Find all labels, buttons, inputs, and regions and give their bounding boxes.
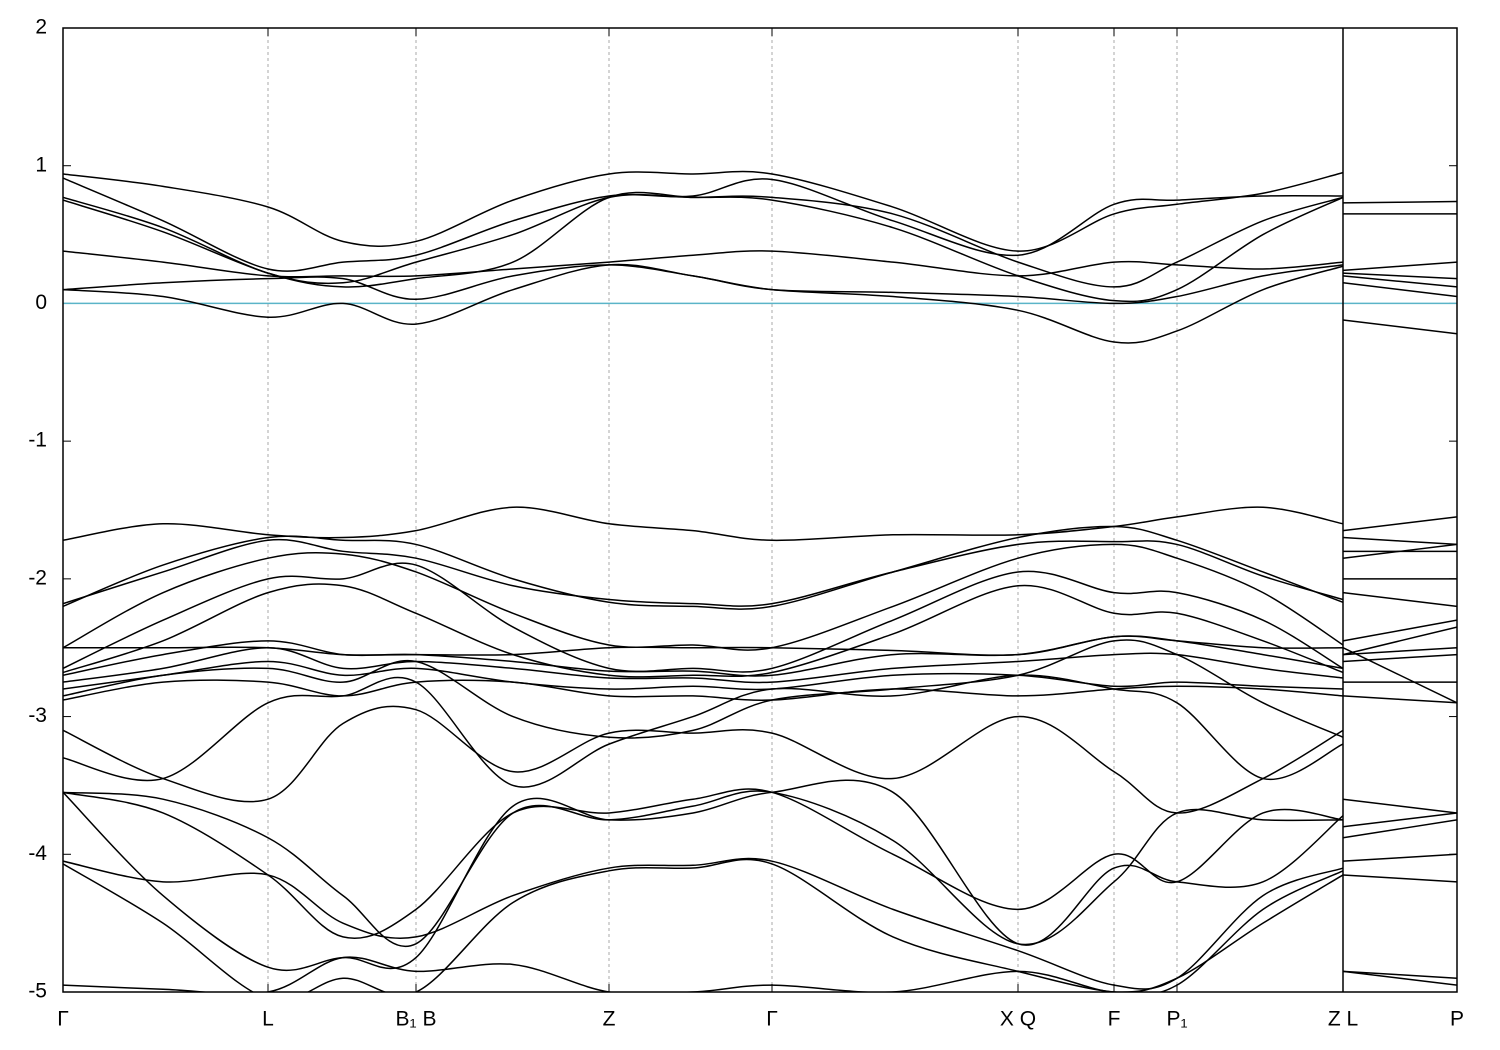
- band: [63, 626, 1457, 677]
- band: [63, 858, 1457, 992]
- band: [63, 177, 1457, 272]
- band: [63, 646, 1457, 684]
- x-tick-label: F: [1108, 1008, 1121, 1031]
- band: [63, 674, 1457, 814]
- band: [63, 543, 1457, 651]
- x-tick-label: L: [262, 1008, 274, 1031]
- band: [63, 264, 1457, 305]
- y-tick-label: 0: [35, 291, 47, 314]
- bands: [63, 170, 1457, 992]
- band: [63, 790, 1457, 947]
- y-tick-label: -4: [28, 842, 47, 865]
- band: [63, 263, 1457, 344]
- band: [63, 874, 1457, 992]
- x-tick-label: Γ: [766, 1008, 778, 1031]
- x-tick-label: Z: [603, 1008, 616, 1031]
- band: [63, 170, 1457, 252]
- x-tick-label: P₁: [1166, 1008, 1187, 1031]
- x-tick-label: Z L: [1328, 1008, 1358, 1031]
- x-tick-label: Γ: [57, 1008, 69, 1031]
- band: [63, 506, 1457, 542]
- band: [63, 250, 1457, 288]
- band: [63, 679, 1457, 701]
- band: [63, 639, 1457, 739]
- y-tick-label: -2: [28, 566, 47, 589]
- band: [63, 583, 1457, 678]
- x-tick-label: P: [1450, 1008, 1464, 1031]
- y-tick-label: 2: [35, 16, 47, 39]
- band: [63, 538, 1457, 607]
- plot-frame: [62, 27, 1458, 993]
- band: [63, 788, 1457, 939]
- band: [63, 695, 1457, 814]
- band: [63, 779, 1457, 972]
- band: [63, 525, 1457, 610]
- y-tick-label: 1: [35, 153, 47, 176]
- band: [63, 653, 1457, 691]
- y-tick-label: -3: [28, 704, 47, 727]
- band: [63, 562, 1457, 673]
- y-tick-label: -5: [28, 980, 47, 1003]
- x-tick-label: B₁ B: [396, 1008, 437, 1031]
- y-tick-label: -1: [28, 429, 47, 452]
- x-tick-label: X Q: [1000, 1008, 1036, 1031]
